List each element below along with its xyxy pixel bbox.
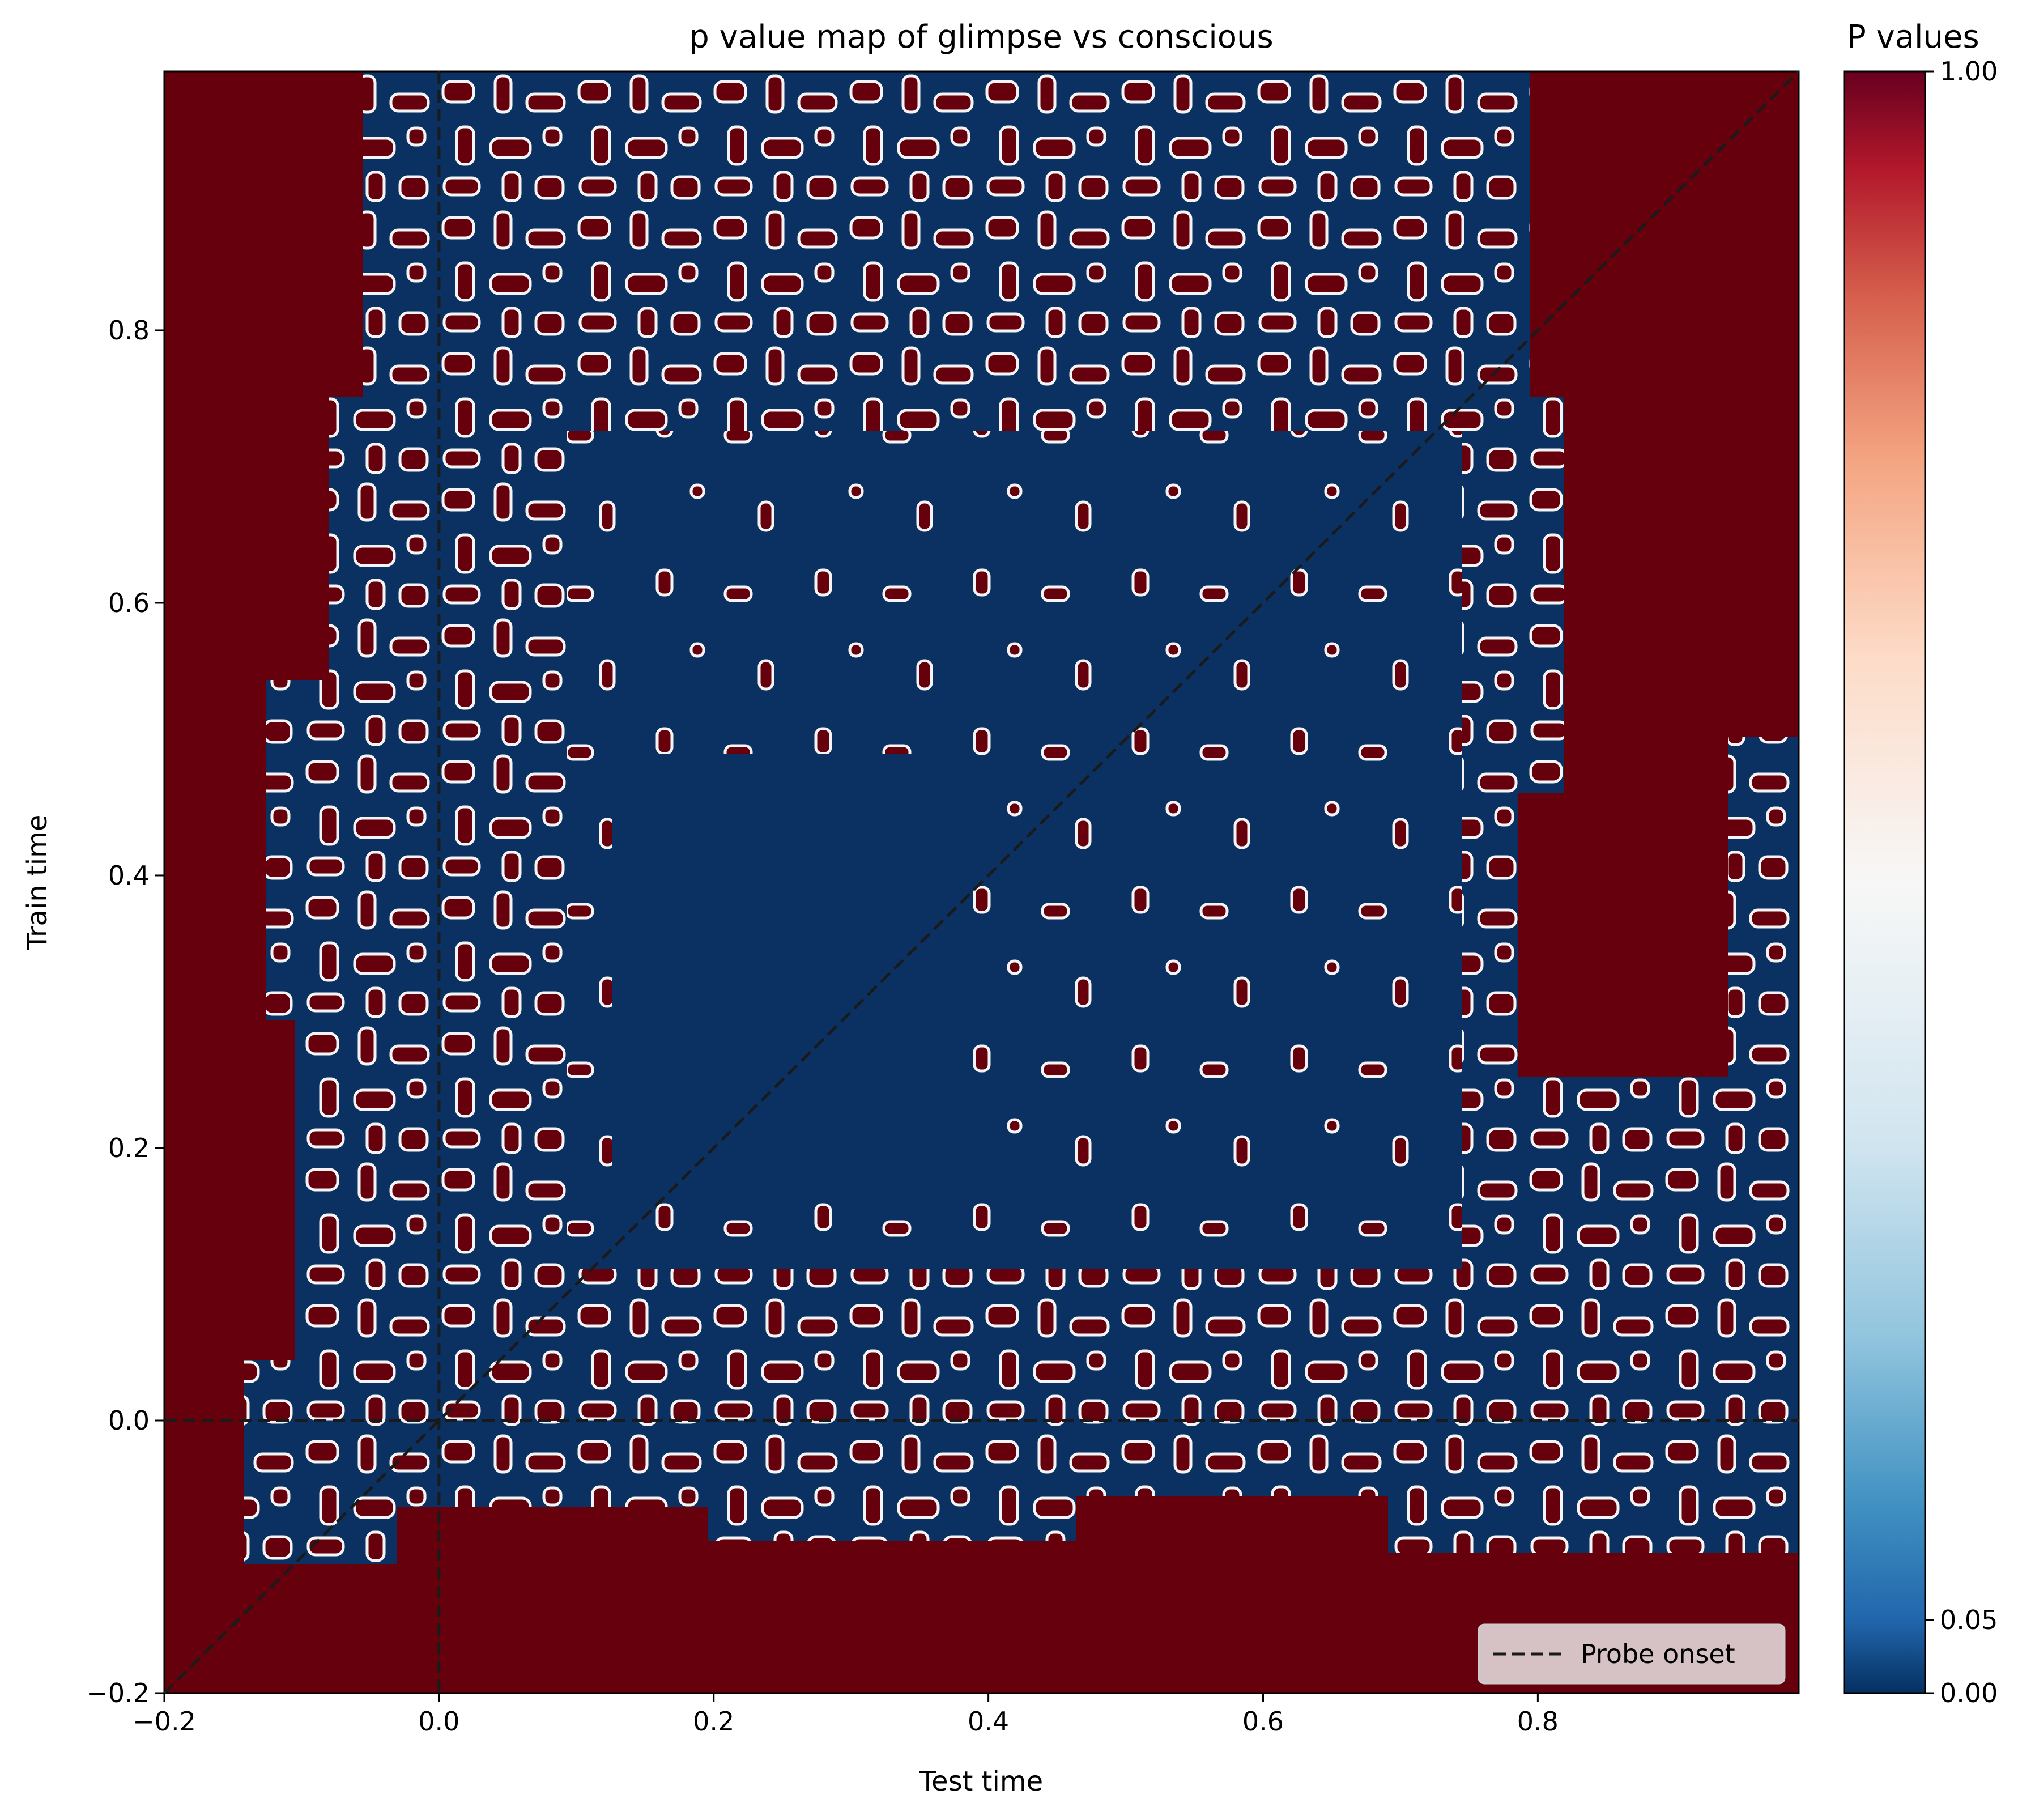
x-tick-label: −0.2 [133, 1706, 196, 1737]
plot-frame [163, 70, 1800, 1694]
y-tick-label: −0.2 [86, 1678, 150, 1708]
colorbar-tick-label: 1.00 [1940, 56, 1998, 87]
colorbar-ticks: 0.00 0.05 1.00 [1925, 56, 1998, 1708]
y-axis-label: Train time [22, 815, 53, 951]
x-tick-label: 0.6 [1242, 1706, 1284, 1737]
x-tick-label: 0.2 [693, 1706, 734, 1737]
x-tick-label: 0.0 [418, 1706, 459, 1737]
y-tick-label: 0.4 [108, 860, 150, 891]
y-tick-label: 0.0 [108, 1405, 150, 1436]
colorbar-title: P values [1847, 19, 1979, 56]
diagonal-line [163, 70, 1800, 1694]
colorbar: P values 0.00 0.05 1.00 [1843, 19, 1998, 1708]
y-tick-label: 0.6 [108, 588, 150, 618]
high-p-left-band [164, 71, 363, 1643]
colorbar-tick-label: 0.05 [1940, 1605, 1998, 1635]
high-p-bottom-band [164, 1496, 1799, 1693]
colorbar-tick-label: 0.00 [1940, 1678, 1998, 1708]
legend: Probe onset [1478, 1623, 1786, 1685]
legend-box [1478, 1623, 1786, 1685]
y-tick-label: 0.8 [108, 315, 150, 346]
x-tick-label: 0.8 [1517, 1706, 1559, 1737]
x-tick-label: 0.4 [968, 1706, 1009, 1737]
low-p-core [612, 754, 963, 1201]
chart-title: p value map of glimpse vs conscious [689, 19, 1273, 56]
x-axis-ticks: −0.2 0.0 0.2 0.4 0.6 0.8 [133, 1693, 1559, 1737]
high-p-right-band [1518, 71, 1799, 1077]
legend-label: Probe onset [1581, 1639, 1735, 1669]
colorbar-gradient [1843, 70, 1926, 1694]
y-tick-label: 0.2 [108, 1133, 150, 1163]
x-axis-label: Test time [919, 1766, 1043, 1797]
y-axis-ticks: −0.2 0.0 0.2 0.4 0.6 0.8 [86, 315, 164, 1708]
